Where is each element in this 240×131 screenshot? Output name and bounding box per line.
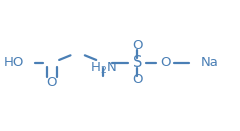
Text: O: O xyxy=(47,76,57,89)
Text: O: O xyxy=(132,73,143,86)
Text: S: S xyxy=(132,55,142,70)
Text: O: O xyxy=(132,39,143,52)
Text: O: O xyxy=(160,56,170,69)
Text: Na: Na xyxy=(200,56,218,69)
Text: HO: HO xyxy=(4,56,24,69)
Text: H$_2$N: H$_2$N xyxy=(90,61,117,76)
